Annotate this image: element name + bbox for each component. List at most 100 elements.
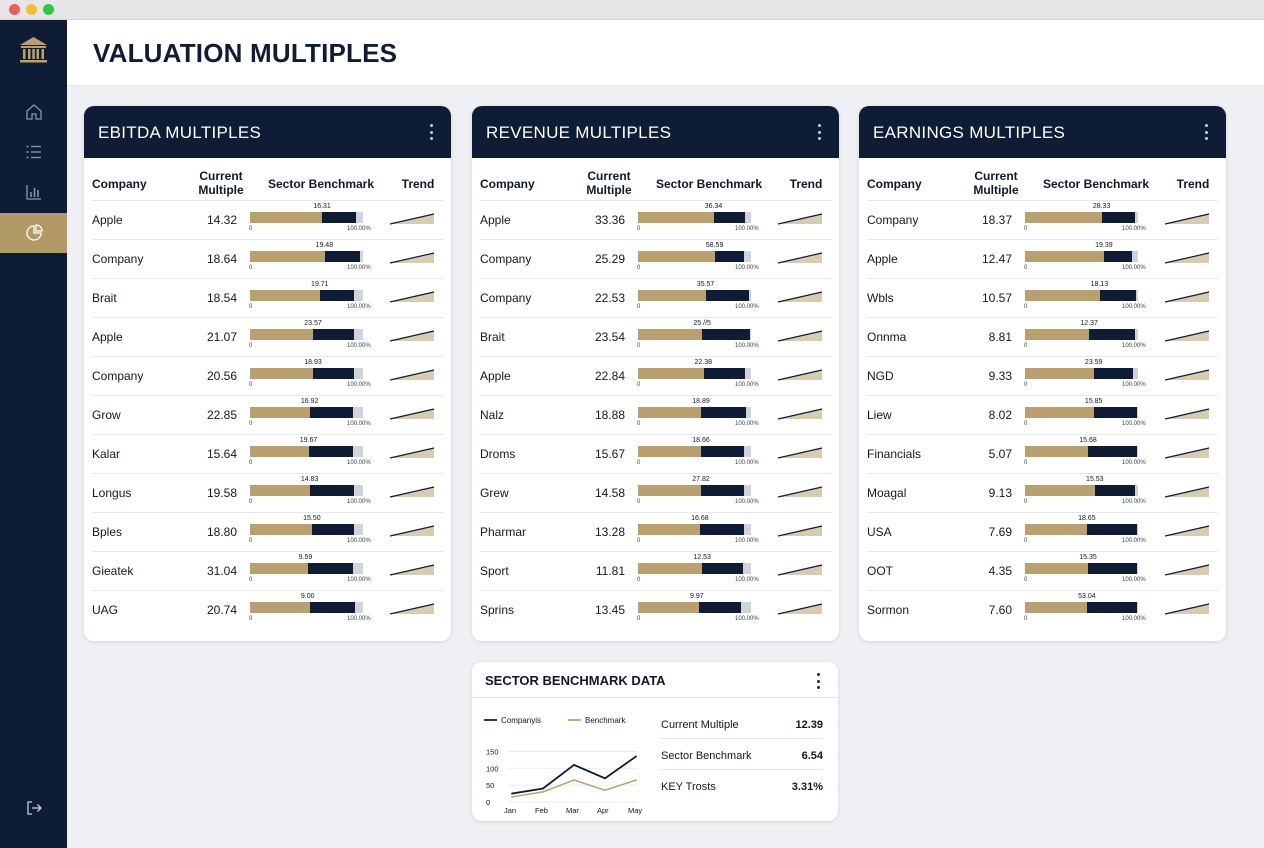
current-multiple: 18.80 <box>206 525 237 539</box>
benchmark-min-label: 0 <box>1024 499 1028 505</box>
table-row[interactable]: Grew 14.58 27.82 0 100.00% <box>480 474 831 513</box>
table-row[interactable]: Sport 11.81 12.53 0 100.00% <box>480 552 831 591</box>
table-row[interactable]: Liew 8.02 15.85 0 100.00% <box>867 396 1218 435</box>
current-multiple: 9.13 <box>988 486 1012 500</box>
table-row[interactable]: Apple 21.07 23.57 0 100.00% <box>92 318 443 357</box>
benchmark-gold-fill <box>250 290 321 301</box>
benchmark-value-label: 9.97 <box>690 593 704 600</box>
table-row[interactable]: Company 20.56 18.93 0 100.00% <box>92 357 443 396</box>
table-row[interactable]: UAG 20.74 9.00 0 100.00% <box>92 591 443 630</box>
sidebar <box>0 20 67 848</box>
table-row[interactable]: Bples 18.80 15.50 0 100.00% <box>92 513 443 552</box>
benchmark-max-label: 100.00% <box>735 265 759 271</box>
table-row[interactable]: Grow 22.85 16.92 0 100.00% <box>92 396 443 435</box>
table-row[interactable]: Kalar 15.64 19.67 0 100.00% <box>92 435 443 474</box>
table-row[interactable]: Company 18.37 28.33 0 100.00% <box>867 201 1218 240</box>
trend-line <box>389 408 435 420</box>
current-multiple: 14.58 <box>594 486 625 500</box>
table-row[interactable]: Apple 33.36 36.34 0 100.00% <box>480 201 831 240</box>
table-row[interactable]: Gieatek 31.04 9.59 0 100.00% <box>92 552 443 591</box>
more-options-icon[interactable] <box>1200 124 1212 140</box>
table-row[interactable]: Apple 22.84 22.38 0 100.00% <box>480 357 831 396</box>
benchmark-navy-fill <box>1087 524 1137 535</box>
table-row[interactable]: Wbls 10.57 18.13 0 100.00% <box>867 279 1218 318</box>
benchmark-max-label: 100.00% <box>1122 382 1146 388</box>
benchmark-min-label: 0 <box>249 304 253 310</box>
table-row[interactable]: Financials 5.07 15.68 0 100.00% <box>867 435 1218 474</box>
benchmark-max-label: 100.00% <box>347 304 371 310</box>
benchmark-value-label: 15.85 <box>1084 398 1103 405</box>
table-row[interactable]: Company 25.29 58.59 0 100.00% <box>480 240 831 279</box>
benchmark-track <box>638 524 751 535</box>
nav-valuation[interactable] <box>0 213 67 253</box>
table-row[interactable]: Sprins 13.45 9.97 0 100.00% <box>480 591 831 630</box>
benchmark-track <box>638 251 751 262</box>
benchmark-navy-fill <box>701 485 745 496</box>
more-options-icon[interactable] <box>813 124 825 140</box>
benchmark-value-label: 16.68 <box>691 515 709 522</box>
benchmark-value-label: 28.33 <box>1092 203 1111 210</box>
table-row[interactable]: Company 22.53 35.57 0 100.00% <box>480 279 831 318</box>
benchmark-max-label: 100.00% <box>347 577 371 583</box>
table-row[interactable]: Onnma 8.81 12.37 0 100.00% <box>867 318 1218 357</box>
benchmark-track <box>250 368 363 379</box>
stat-label: Sector Benchmark <box>661 750 752 762</box>
benchmark-value-label: 22.38 <box>694 359 713 366</box>
more-options-icon[interactable] <box>812 673 824 689</box>
company-name: NGD <box>867 369 894 383</box>
company-name: Company <box>92 369 144 383</box>
nav-home[interactable] <box>0 92 67 132</box>
company-name: Brait <box>92 291 117 305</box>
benchmark-navy-fill <box>699 602 741 613</box>
table-row[interactable]: Sormon 7.60 53.04 0 100.00% <box>867 591 1218 630</box>
company-name: Wbls <box>867 291 894 305</box>
current-multiple: 14.32 <box>206 213 237 227</box>
stat-value: 6.54 <box>801 750 823 762</box>
table-row[interactable]: USA 7.69 18.65 0 100.00% <box>867 513 1218 552</box>
table-row[interactable]: Brait 23.54 25 //5 0 100.00% <box>480 318 831 357</box>
nav-analytics[interactable] <box>0 172 67 212</box>
trend-line <box>1164 564 1210 576</box>
current-multiple: 18.64 <box>206 252 237 266</box>
minimize-window-button[interactable] <box>26 4 37 15</box>
current-multiple: 22.53 <box>594 291 625 305</box>
benchmark-navy-fill <box>320 290 354 301</box>
benchmark-value-label: 15.50 <box>303 515 321 522</box>
close-window-button[interactable] <box>9 4 20 15</box>
stat-value: 12.39 <box>795 719 823 731</box>
benchmark-max-label: 100.00% <box>735 421 759 427</box>
trend-line <box>1164 408 1210 420</box>
benchmark-gold-fill <box>1025 485 1096 496</box>
card-header: EARNINGS MULTIPLES <box>859 106 1226 158</box>
maximize-window-button[interactable] <box>43 4 54 15</box>
table-row[interactable]: Brait 18.54 19.71 0 100.00% <box>92 279 443 318</box>
benchmark-min-label: 0 <box>249 226 253 232</box>
benchmark-min-label: 0 <box>1024 577 1028 583</box>
table-row[interactable]: Pharmar 13.28 16.68 0 100.00% <box>480 513 831 552</box>
table-row[interactable]: Company 18.64 19.48 0 100.00% <box>92 240 443 279</box>
benchmark-navy-fill <box>1088 563 1137 574</box>
benchmark-track <box>638 368 751 379</box>
trend-line <box>1164 525 1210 537</box>
nav-logout[interactable] <box>0 788 67 828</box>
benchmark-gold-fill <box>1025 212 1102 223</box>
table-row[interactable]: Moagal 9.13 15.53 0 100.00% <box>867 474 1218 513</box>
trend-line <box>389 252 435 264</box>
company-name: Grow <box>92 408 121 422</box>
table-row[interactable]: OOT 4.35 15.35 0 100.00% <box>867 552 1218 591</box>
table-row[interactable]: Longus 19.58 14.83 0 100.00% <box>92 474 443 513</box>
table-row[interactable]: NGD 9.33 23.59 0 100.00% <box>867 357 1218 396</box>
column-header-company: Company <box>867 177 922 191</box>
nav-list[interactable] <box>0 132 67 172</box>
benchmark-navy-fill <box>308 446 353 457</box>
table-row[interactable]: Apple 12.47 19.39 0 100.00% <box>867 240 1218 279</box>
more-options-icon[interactable] <box>425 124 437 140</box>
current-multiple: 12.47 <box>981 252 1012 266</box>
table-row[interactable]: Apple 14.32 16.31 0 100.00% <box>92 201 443 240</box>
benchmark-min-label: 0 <box>1024 460 1028 466</box>
benchmark-navy-fill <box>1104 251 1133 262</box>
y-tick-label: 100 <box>486 764 499 773</box>
table-row[interactable]: Nalz 18.88 18.89 0 100.00% <box>480 396 831 435</box>
benchmark-min-label: 0 <box>637 460 641 466</box>
table-row[interactable]: Droms 15.67 18.66 0 100.00% <box>480 435 831 474</box>
